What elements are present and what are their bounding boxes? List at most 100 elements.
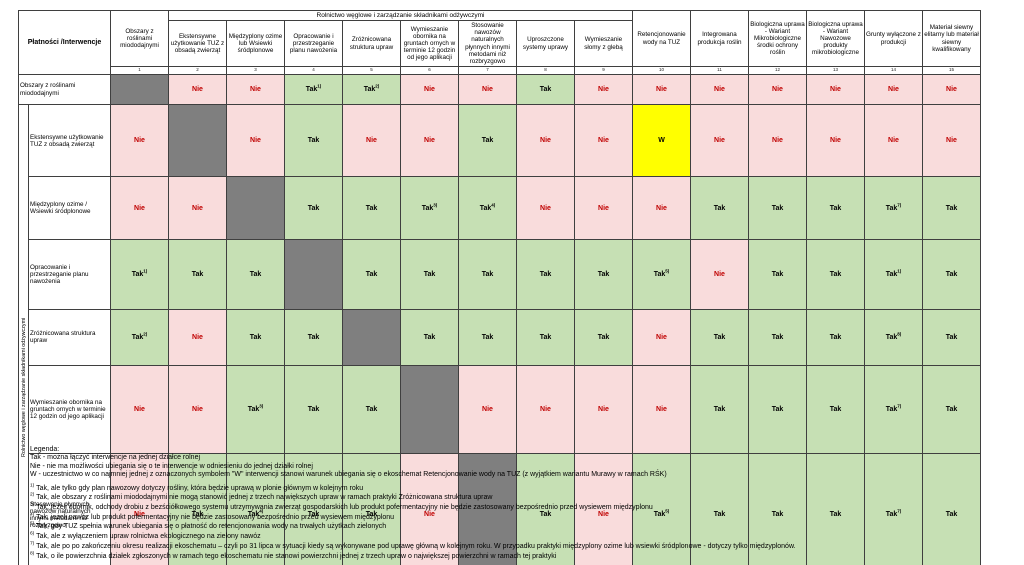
column-number: 15 xyxy=(922,66,981,75)
matrix-cell: Nie xyxy=(690,103,749,178)
matrix-cell: Nie xyxy=(458,74,517,105)
row-label: Stosowanie płynnych nawozów naturalnych … xyxy=(28,453,111,565)
matrix-cell: Nie xyxy=(864,103,923,178)
matrix-cell: Nie xyxy=(922,103,981,178)
column-header: Stosowanie nawozów naturalnych płynnych … xyxy=(458,20,517,67)
column-number: 10 xyxy=(632,66,691,75)
column-header: Integrowana produkcja roślin xyxy=(690,10,749,67)
matrix-cell: Tak xyxy=(806,453,865,565)
footnote-text: Tak, gdy TUZ spełnia warunek ubiegania s… xyxy=(36,523,387,531)
matrix-cell: Nie xyxy=(110,176,169,241)
matrix-cell: Tak4) xyxy=(458,176,517,241)
footnote: 3) Tak, jeżeli obornik, odchody drobiu z… xyxy=(30,502,796,511)
matrix-cell: Tak xyxy=(690,365,749,455)
matrix-cell: Nie xyxy=(516,103,575,178)
footnote: 2) Tak, ale obszary z roślinami miododaj… xyxy=(30,492,796,502)
table-row: Rolnictwo węglowe i zarządzanie składnik… xyxy=(18,103,981,565)
column-header: Materiał siewny elitarny lub materiał si… xyxy=(922,10,981,67)
matrix-cell: Tak xyxy=(458,239,517,310)
legend-line: W - uczestnictwo w co najmniej jednej z … xyxy=(30,471,667,479)
matrix-cell: Tak5) xyxy=(632,239,691,310)
matrix-cell: Tak xyxy=(284,176,343,241)
matrix-cell: Nie xyxy=(574,74,633,105)
matrix-cell: Nie xyxy=(168,308,227,367)
row-group-label: Rolnictwo węglowe i zarządzanie składnik… xyxy=(18,104,29,565)
column-header: Biologiczna uprawa - Wariant Mikrobiolog… xyxy=(748,10,807,67)
footnote-number: 4) xyxy=(30,512,35,518)
matrix-cell: Nie xyxy=(110,453,169,565)
footnote-number: 3) xyxy=(30,502,35,508)
column-header: Opracowanie i przestrzeganie planu nawoż… xyxy=(284,20,343,67)
row-label: Wymieszanie obornika na gruntach ornych … xyxy=(28,365,111,455)
matrix-cell: Tak xyxy=(748,308,807,367)
matrix-cell: Nie xyxy=(110,365,169,455)
matrix-cell: Tak7) xyxy=(864,453,923,565)
matrix-cell: Tak4) xyxy=(226,453,285,565)
matrix-cell: Tak5) xyxy=(632,453,691,565)
matrix-cell: Nie xyxy=(806,103,865,178)
matrix-cell: Tak xyxy=(226,308,285,367)
matrix-cell: Tak xyxy=(226,239,285,310)
matrix-cell: Tak xyxy=(284,365,343,455)
legend-line: Nie - nie ma możliwości ubiegania się o … xyxy=(30,462,313,470)
matrix-cell-not-applicable xyxy=(226,176,285,241)
footnote-text: Tak, ale obszary z roślinami miododajnym… xyxy=(36,494,493,502)
footnote: 5) Tak, gdy TUZ spełnia warunek ubiegani… xyxy=(30,522,796,531)
matrix-cell: Nie xyxy=(574,176,633,241)
matrix-cell: Nie xyxy=(342,103,401,178)
matrix-cell: Tak xyxy=(342,453,401,565)
footnote-number: 2) xyxy=(30,492,35,498)
column-header: Wymieszanie słomy z glebą xyxy=(574,20,633,67)
column-number: 12 xyxy=(748,66,807,75)
matrix-cell: Nie xyxy=(574,103,633,178)
matrix-cell: Tak xyxy=(690,453,749,565)
matrix-cell: Tak8) xyxy=(864,308,923,367)
matrix-cell: Tak xyxy=(748,365,807,455)
matrix-cell: Tak2) xyxy=(342,74,401,105)
matrix-cell: Nie xyxy=(516,365,575,455)
matrix-cell: Nie xyxy=(632,74,691,105)
column-number: 14 xyxy=(864,66,923,75)
matrix-cell: Nie xyxy=(168,74,227,105)
matrix-cell: Tak xyxy=(516,453,575,565)
footnote-number: 5) xyxy=(30,522,35,528)
matrix-cell: Tak3) xyxy=(400,176,459,241)
table-row: Zróżnicowana struktura upraw Tak2) Nie Tak T… xyxy=(19,308,981,367)
legend: Legenda: Tak - można łączyć interwencje n… xyxy=(30,446,796,562)
footnote-text: Tak, jeżeli nawóz lub produkt pofermenta… xyxy=(36,513,395,521)
matrix-cell: Tak xyxy=(922,365,981,455)
matrix-cell-not-applicable xyxy=(168,103,227,178)
matrix-cell: Nie xyxy=(226,103,285,178)
intervention-compatibility-matrix: Płatności /Interwencje Obszary z roślinam… xyxy=(18,10,981,565)
column-number: 2 xyxy=(168,66,227,75)
matrix-cell: W xyxy=(632,103,691,178)
matrix-cell: Tak xyxy=(342,365,401,455)
row-label: Ekstensywne użytkowanie TUZ z obsadą zwi… xyxy=(28,103,111,178)
matrix-cell: Tak xyxy=(922,453,981,565)
matrix-cell: Nie xyxy=(690,239,749,310)
footnote-number: 7) xyxy=(30,541,35,547)
matrix-cell: Tak xyxy=(574,308,633,367)
matrix-cell: Tak xyxy=(284,453,343,565)
matrix-cell: Nie xyxy=(574,453,633,565)
table-row: Opracowanie i przestrzeganie planu nawoż… xyxy=(19,239,981,310)
table-row: Stosowanie płynnych nawozów naturalnych … xyxy=(19,453,981,565)
column-number: 4 xyxy=(284,66,343,75)
legend-line: Tak - można łączyć interwencje na jednej… xyxy=(30,454,201,462)
matrix-cell: Tak xyxy=(748,453,807,565)
matrix-cell-not-applicable xyxy=(284,239,343,310)
table-row: Obszary z roślinami miododajnymi Nie Nie Ta… xyxy=(18,74,981,105)
matrix-cell: Tak xyxy=(342,239,401,310)
row-label: Opracowanie i przestrzeganie planu nawoż… xyxy=(28,239,111,310)
matrix-cell: Tak xyxy=(690,176,749,241)
column-number: 13 xyxy=(806,66,865,75)
column-number: 5 xyxy=(342,66,401,75)
column-number: 9 xyxy=(574,66,633,75)
matrix-cell: Tak xyxy=(458,308,517,367)
footnote-number: 1) xyxy=(30,483,35,489)
footnote: 4) Tak, jeżeli nawóz lub produkt poferme… xyxy=(30,512,796,521)
footnote: 8) Tak, o ile powierzchnia działek zgłos… xyxy=(30,551,796,560)
matrix-cell: Tak1) xyxy=(864,239,923,310)
matrix-cell: Tak xyxy=(516,308,575,367)
footnote: 1) Tak, ale tylko gdy plan nawozowy doty… xyxy=(30,483,796,492)
